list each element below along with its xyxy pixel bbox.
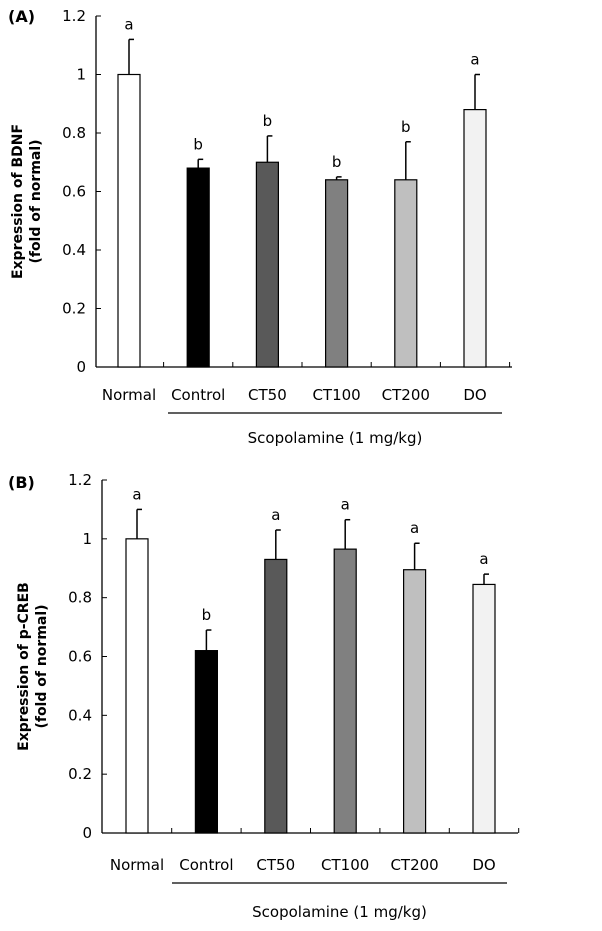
bar-control: [194, 650, 218, 834]
significance-label: a: [132, 485, 141, 503]
x-tick-label: Normal: [110, 856, 164, 874]
y-axis-label-line2: (fold of normal): [28, 139, 44, 263]
y-tick-label: 0.4: [62, 241, 86, 259]
bar-do: [463, 108, 487, 368]
bar-ct50: [264, 558, 288, 834]
significance-label: a: [470, 51, 479, 69]
y-tick-label: 0.8: [68, 589, 92, 607]
x-tick-label: Control: [171, 386, 225, 404]
bar-ct200: [394, 179, 418, 368]
significance-label: a: [124, 15, 133, 33]
bar-ct100: [333, 548, 357, 834]
bar-control: [186, 167, 210, 368]
bar-do: [472, 583, 496, 834]
significance-label: b: [202, 606, 212, 624]
x-tick-label: CT200: [382, 386, 430, 404]
y-tick-label: 0.2: [68, 765, 92, 783]
panel-label: (A): [8, 7, 35, 26]
significance-label: a: [341, 496, 350, 514]
x-tick-label: CT50: [248, 386, 287, 404]
x-tick-label: CT100: [321, 856, 369, 874]
x-tick-label: Normal: [102, 386, 156, 404]
x-axis-label: Scopolamine (1 mg/kg): [248, 429, 423, 447]
y-tick-label: 0: [76, 358, 86, 376]
significance-label: a: [479, 550, 488, 568]
significance-label: b: [332, 153, 342, 171]
significance-label: b: [193, 135, 203, 153]
y-tick-label: 0.2: [62, 300, 86, 318]
significance-label: b: [401, 118, 411, 136]
y-tick-label: 1: [76, 66, 86, 84]
x-tick-label: CT200: [390, 856, 438, 874]
y-tick-label: 1: [82, 530, 92, 548]
panel-b: (B) 0 0.2 0.4 0.6 0.8 1 1.2 Expression of p-CREB…: [8, 471, 520, 921]
x-tick-label: CT100: [312, 386, 360, 404]
panel-a: (A) 0 0.2 0.4 0.6 0.8 1 1.2 Expression of BDNF (f…: [8, 7, 512, 447]
x-tick-label: Control: [179, 856, 233, 874]
bar-normal: [125, 538, 149, 834]
x-tick-label: DO: [472, 856, 495, 874]
x-axis-label: Scopolamine (1 mg/kg): [252, 903, 427, 921]
bar-ct200: [403, 569, 427, 834]
bar-ct100: [325, 179, 349, 368]
y-tick-label: 0.6: [68, 648, 92, 666]
bar-normal: [117, 73, 141, 368]
y-axis-label-line1: Expression of p-CREB: [16, 582, 32, 751]
x-tick-label: CT50: [256, 856, 295, 874]
y-axis-label-line2: (fold of normal): [34, 604, 50, 728]
significance-label: a: [271, 506, 280, 524]
significance-label: b: [263, 112, 273, 130]
y-tick-label: 1.2: [62, 7, 86, 25]
y-tick-label: 1.2: [68, 471, 92, 489]
y-tick-label: 0.6: [62, 183, 86, 201]
y-tick-label: 0.8: [62, 124, 86, 142]
bar-ct50: [255, 161, 279, 368]
y-axis-label-line1: Expression of BDNF: [10, 124, 26, 279]
y-tick-label: 0: [82, 824, 92, 842]
significance-label: a: [410, 519, 419, 537]
panel-label: (B): [8, 473, 35, 492]
x-tick-label: DO: [463, 386, 486, 404]
y-tick-label: 0.4: [68, 706, 92, 724]
